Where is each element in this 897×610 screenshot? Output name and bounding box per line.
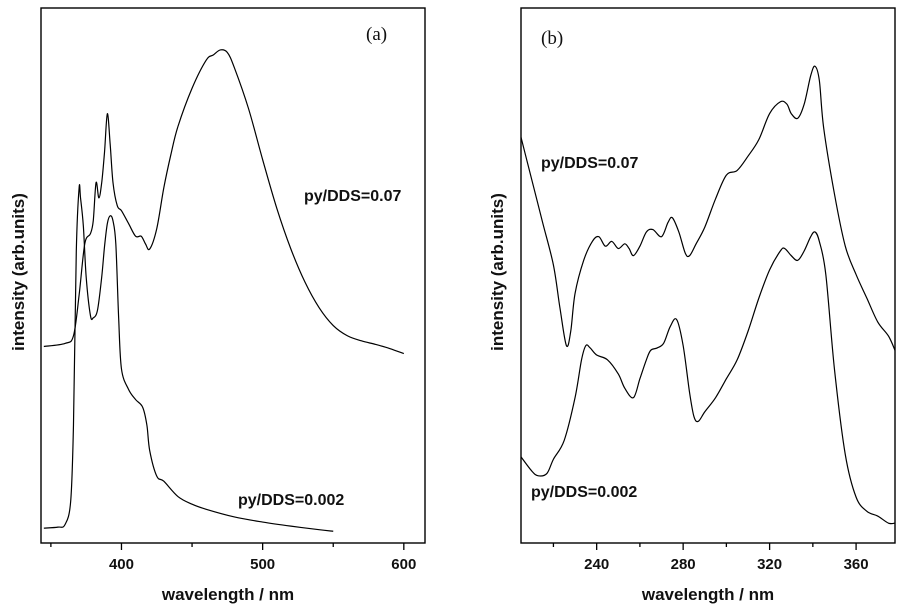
- x-ticks-a: 400 500 600: [50, 543, 416, 573]
- panel-a: (a) intensity (arb.units) wavelength / n…: [9, 7, 426, 604]
- plot-frame-b: [520, 7, 896, 544]
- panel-b: (b) intensity (arb.units) wavelength / n…: [488, 7, 896, 604]
- y-axis-label-b: intensity (arb.units): [488, 193, 507, 351]
- series-line-b-1: [520, 231, 896, 525]
- y-axis-label-a: intensity (arb.units): [9, 193, 28, 351]
- x-tick-label: 280: [671, 556, 696, 573]
- series-line-a-0: [43, 49, 405, 355]
- x-axis-label-a: wavelength / nm: [161, 585, 294, 604]
- x-tick-label: 240: [584, 556, 609, 573]
- panel-label-a: (a): [366, 24, 387, 45]
- series-line-b-0: [520, 65, 896, 351]
- x-tick-label: 600: [391, 556, 416, 573]
- annotation-b-high: py/DDS=0.07: [541, 155, 638, 172]
- x-tick-label: 400: [109, 556, 134, 573]
- annotation-a-low: py/DDS=0.002: [238, 492, 344, 509]
- annotation-b-low: py/DDS=0.002: [531, 484, 637, 501]
- x-tick-label: 320: [757, 556, 782, 573]
- panel-label-b: (b): [541, 28, 563, 49]
- annotation-a-high: py/DDS=0.07: [304, 188, 401, 205]
- series-line-a-1: [43, 184, 334, 532]
- x-ticks-b: 240 280 320 360: [552, 543, 869, 573]
- plot-frame-a: [40, 7, 426, 544]
- curves-b: [520, 65, 896, 525]
- x-axis-label-b: wavelength / nm: [641, 585, 774, 604]
- x-tick-label: 500: [250, 556, 275, 573]
- x-tick-label: 360: [844, 556, 869, 573]
- curves-a: [43, 49, 405, 532]
